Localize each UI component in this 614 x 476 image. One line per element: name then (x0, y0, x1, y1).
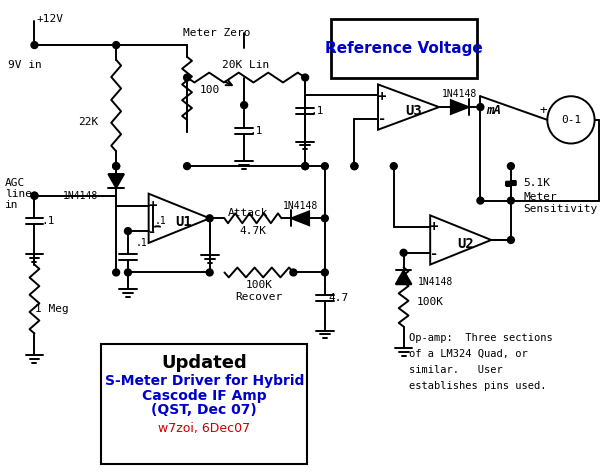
Circle shape (507, 237, 515, 243)
Text: -: - (430, 247, 438, 261)
Circle shape (321, 215, 328, 222)
Circle shape (477, 197, 484, 204)
Circle shape (290, 269, 297, 276)
Text: 1N4148: 1N4148 (282, 200, 318, 210)
Circle shape (301, 163, 309, 169)
Text: .1: .1 (249, 126, 263, 136)
Text: U2: U2 (457, 237, 474, 251)
Circle shape (301, 163, 309, 169)
Text: 1N4148: 1N4148 (418, 278, 453, 288)
Circle shape (321, 163, 328, 169)
Text: Meter Zero: Meter Zero (183, 28, 251, 38)
Circle shape (400, 249, 407, 256)
Text: +12V: +12V (36, 14, 63, 24)
Text: establishes pins used.: establishes pins used. (408, 381, 546, 391)
Circle shape (31, 192, 38, 199)
FancyBboxPatch shape (331, 20, 478, 78)
Text: -: - (378, 112, 386, 126)
Circle shape (31, 192, 38, 199)
Text: (QST, Dec 07): (QST, Dec 07) (152, 403, 257, 417)
Circle shape (477, 104, 484, 110)
Text: 20K Lin: 20K Lin (222, 60, 270, 70)
Text: 5.1K: 5.1K (524, 178, 551, 188)
Circle shape (113, 269, 120, 276)
Text: similar.   User: similar. User (408, 365, 502, 375)
Circle shape (206, 215, 213, 222)
Text: 0-1: 0-1 (561, 115, 581, 125)
Text: +: + (378, 90, 386, 104)
Circle shape (301, 74, 309, 81)
Text: .1: .1 (310, 106, 324, 116)
Text: 22K: 22K (78, 117, 98, 127)
Text: U1: U1 (176, 215, 192, 229)
Text: 100K: 100K (246, 280, 273, 290)
Circle shape (241, 102, 247, 109)
Circle shape (507, 197, 515, 204)
Circle shape (507, 163, 515, 169)
Text: 4.7K: 4.7K (239, 226, 266, 236)
Text: 100K: 100K (416, 297, 443, 307)
Circle shape (351, 163, 358, 169)
Polygon shape (292, 211, 309, 225)
Text: .1: .1 (42, 216, 55, 226)
Text: Recover: Recover (235, 292, 282, 302)
Text: S-Meter Driver for Hybrid: S-Meter Driver for Hybrid (104, 374, 304, 388)
Text: +: + (430, 220, 438, 234)
Circle shape (184, 163, 190, 169)
Circle shape (125, 228, 131, 235)
Text: Cascode IF Amp: Cascode IF Amp (142, 388, 266, 403)
Circle shape (125, 269, 131, 276)
Circle shape (351, 163, 358, 169)
Polygon shape (108, 174, 124, 188)
Text: Op-amp:  Three sections: Op-amp: Three sections (408, 333, 552, 343)
Text: U3: U3 (405, 104, 422, 118)
Text: 1 Meg: 1 Meg (35, 304, 69, 314)
Text: 4.7: 4.7 (328, 293, 349, 303)
Text: 100: 100 (200, 85, 220, 95)
Circle shape (321, 269, 328, 276)
Circle shape (184, 74, 190, 81)
Text: in: in (5, 199, 18, 209)
Text: .1: .1 (155, 216, 166, 226)
Circle shape (206, 269, 213, 276)
Text: 1N4148: 1N4148 (442, 89, 477, 99)
Text: Attack: Attack (227, 208, 268, 218)
Circle shape (113, 41, 120, 49)
Text: mA: mA (487, 103, 502, 117)
Text: .1: .1 (136, 238, 147, 248)
Circle shape (31, 41, 38, 49)
Circle shape (113, 163, 120, 169)
Text: Updated: Updated (161, 354, 247, 372)
Text: -: - (149, 225, 157, 239)
Text: line: line (5, 188, 32, 198)
Text: Sensitivity: Sensitivity (524, 204, 598, 214)
Text: of a LM324 Quad, or: of a LM324 Quad, or (408, 349, 527, 359)
Text: +: + (149, 198, 157, 212)
FancyBboxPatch shape (101, 344, 307, 465)
Circle shape (113, 163, 120, 169)
Text: +: + (540, 103, 547, 117)
Text: w7zoi, 6Dec07: w7zoi, 6Dec07 (158, 423, 251, 436)
Text: 9V in: 9V in (8, 60, 42, 70)
Circle shape (391, 163, 397, 169)
Text: AGC: AGC (5, 178, 25, 188)
Text: 1N4148: 1N4148 (63, 191, 98, 201)
Polygon shape (396, 270, 411, 284)
Text: Meter: Meter (524, 192, 558, 202)
Text: Reference Voltage: Reference Voltage (325, 41, 483, 56)
Polygon shape (451, 100, 468, 114)
